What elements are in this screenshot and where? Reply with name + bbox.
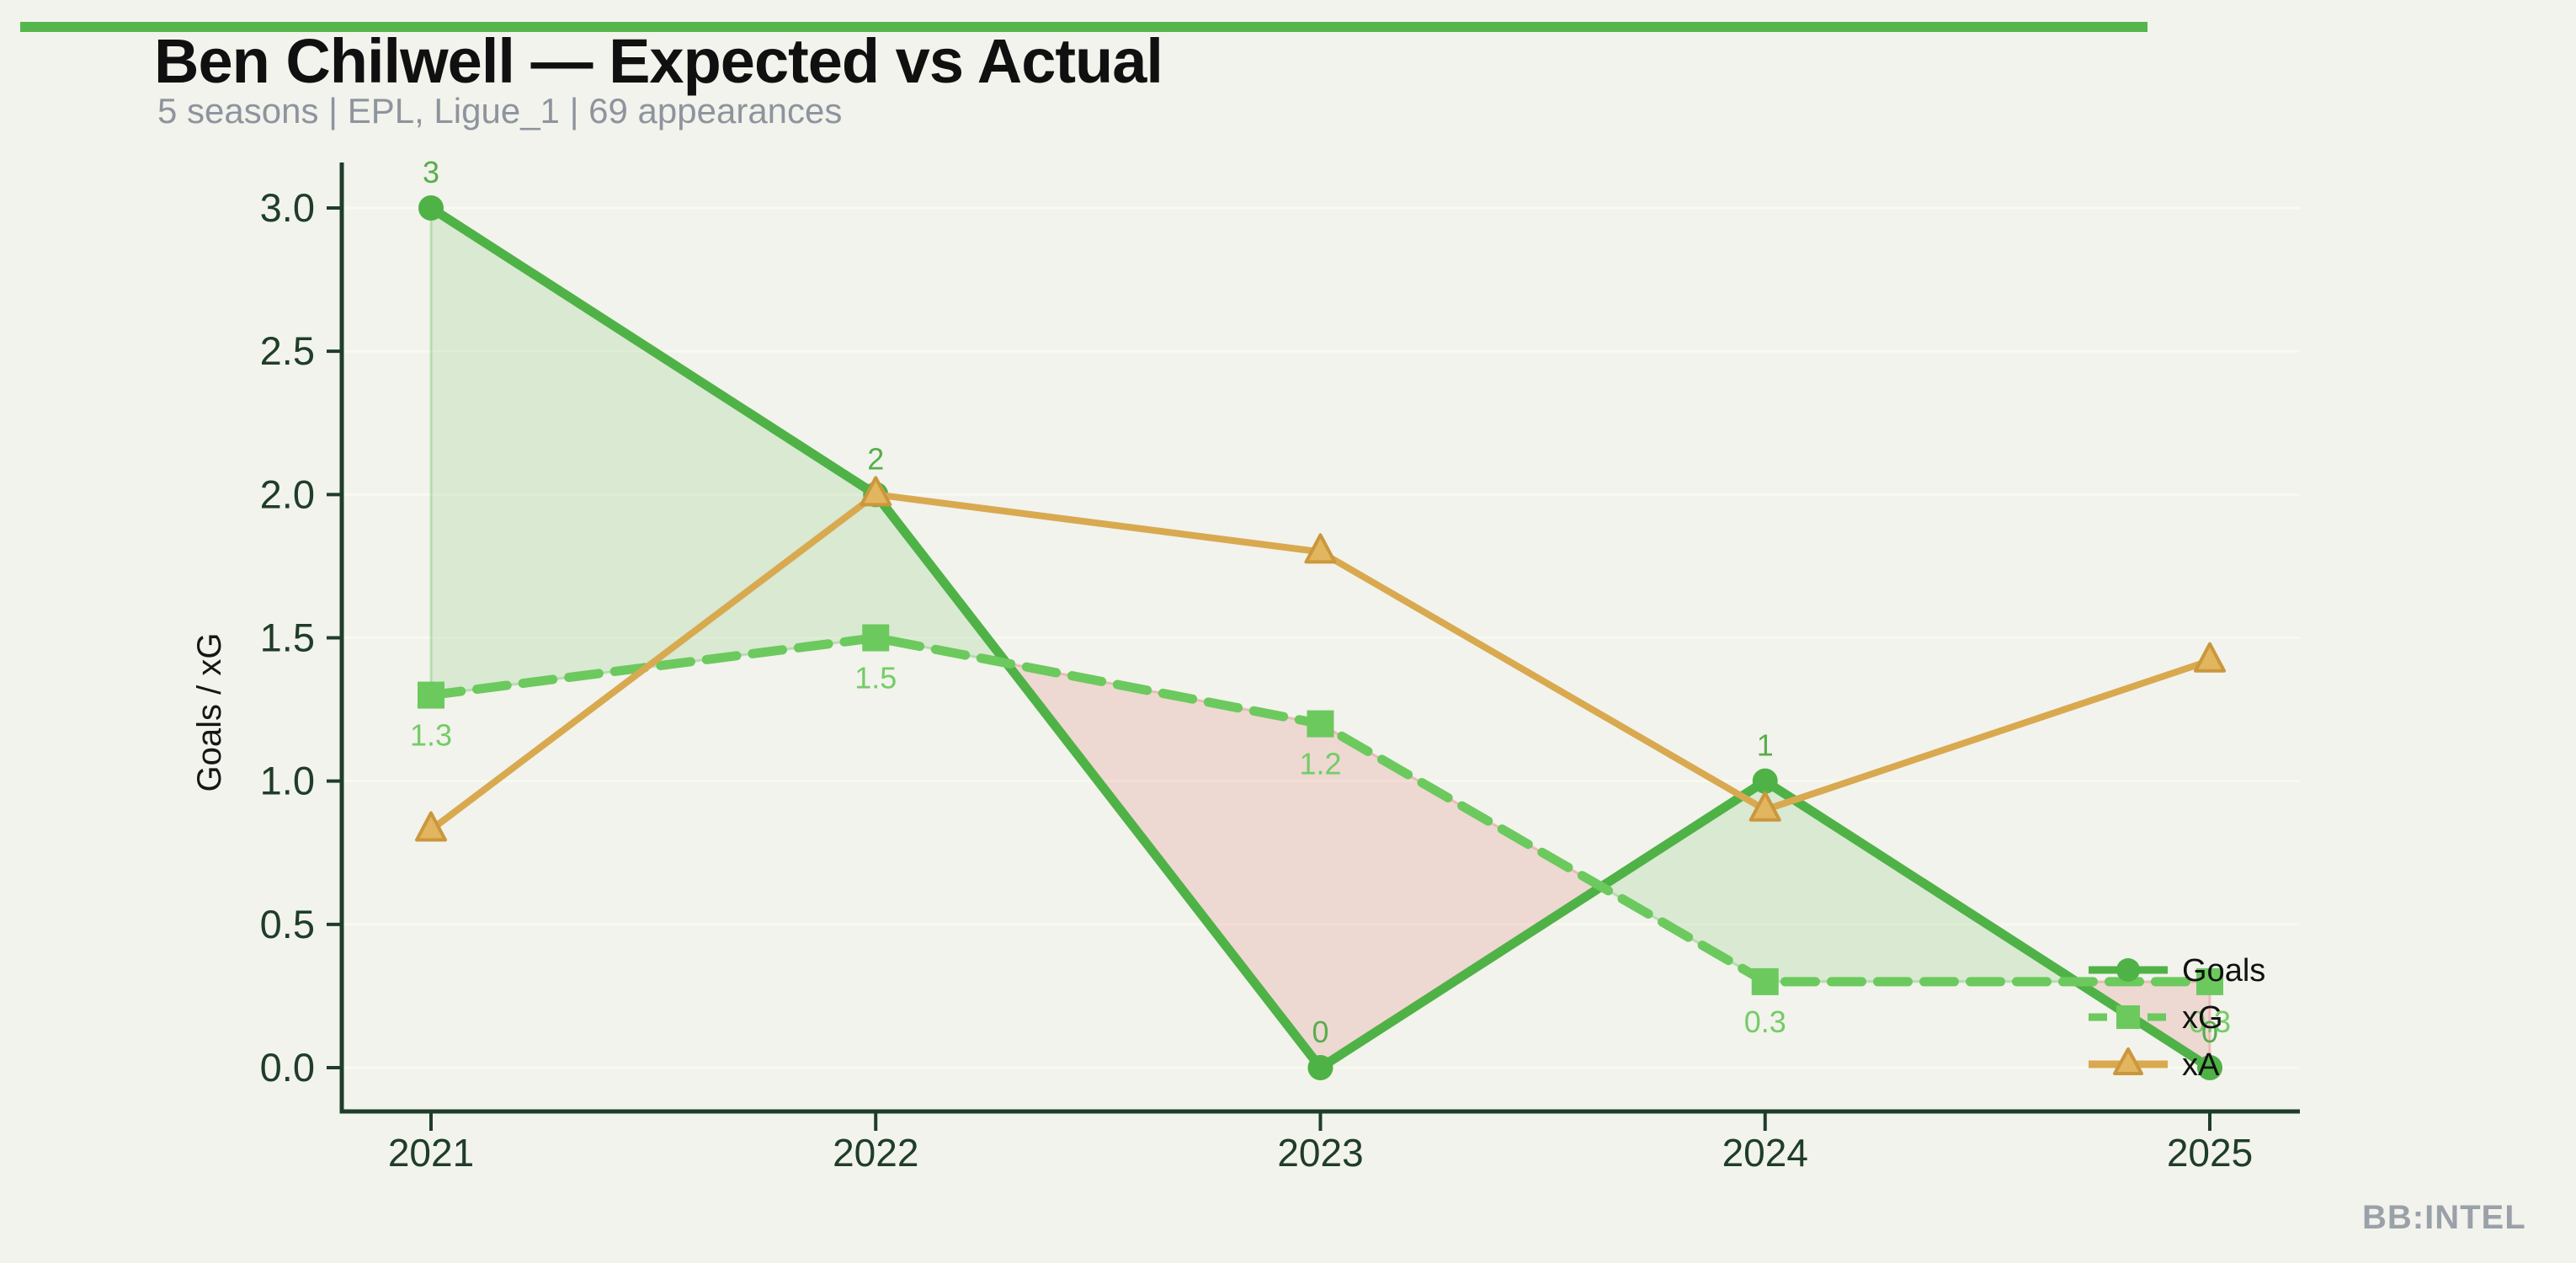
x-tick-label: 2024 [1722,1131,1808,1175]
legend-item-xa: xA [2089,1047,2220,1083]
x-tick-label: 2022 [833,1131,918,1175]
point-label-xg: 1.5 [854,661,897,695]
y-tick-label: 0.0 [260,1045,315,1090]
y-tick-label: 2.0 [260,472,315,516]
point-label-goals: 3 [423,155,439,189]
data-point-xa [1748,791,1781,822]
data-point-xg [862,624,890,652]
axis-spines [339,163,2300,1114]
point-label-goals: 0 [1312,1015,1328,1049]
data-point-xg [1307,710,1334,738]
data-point-xa [2194,642,2226,673]
x-tick-label: 2023 [1277,1131,1363,1175]
legend-label: Goals [2182,953,2265,989]
x-tick-label: 2025 [2167,1131,2253,1175]
point-label-xg: 1.2 [1299,747,1341,781]
legend-label: xA [2182,1047,2220,1083]
data-point-xg [1751,967,1779,995]
legend-item-xg: xG [2089,1000,2223,1036]
fill-overperformance [1599,780,2078,983]
watermark: BB:INTEL [2362,1199,2526,1236]
data-point-xg [418,681,444,709]
x-tick-label: 2021 [388,1131,474,1175]
y-tick-label: 3.0 [260,185,315,230]
data-point-goals [418,195,444,221]
data-point-goals [1752,768,1778,794]
point-label-xg: 1.3 [410,718,452,753]
y-tick-label: 0.5 [260,902,315,946]
point-label-goals: 1 [1757,728,1774,763]
data-point-goals [1307,1055,1333,1080]
page-subtitle: 5 seasons | EPL, Ligue_1 | 69 appearance… [157,91,843,131]
y-axis-label: Goals / xG [191,633,228,792]
y-tick-label: 1.5 [260,616,315,660]
data-point-goals [2197,1055,2222,1080]
data-point-xa [860,476,892,507]
point-label-goals: 2 [867,441,884,476]
fill-overperformance [429,206,1009,697]
data-point-xa [1304,533,1337,564]
legend-marker-circle [2116,958,2140,982]
data-point-xg [2196,967,2223,995]
point-label-goals: 0 [2201,1015,2218,1049]
data-point-xa [415,811,447,842]
legend-label: xG [2182,1000,2223,1036]
accent-bar [20,22,2148,32]
point-label-xg: 0.3 [2189,1005,2231,1039]
point-label-xg: 0.3 [1744,1005,1786,1039]
legend-marker-triangle [2113,1047,2143,1075]
page-title: Ben Chilwell — Expected vs Actual [154,26,1163,96]
y-tick-label: 2.5 [260,328,315,373]
legend-item-goals: Goals [2089,953,2265,989]
legend-marker-square [2116,1005,2140,1029]
y-tick-label: 1.0 [260,759,315,803]
